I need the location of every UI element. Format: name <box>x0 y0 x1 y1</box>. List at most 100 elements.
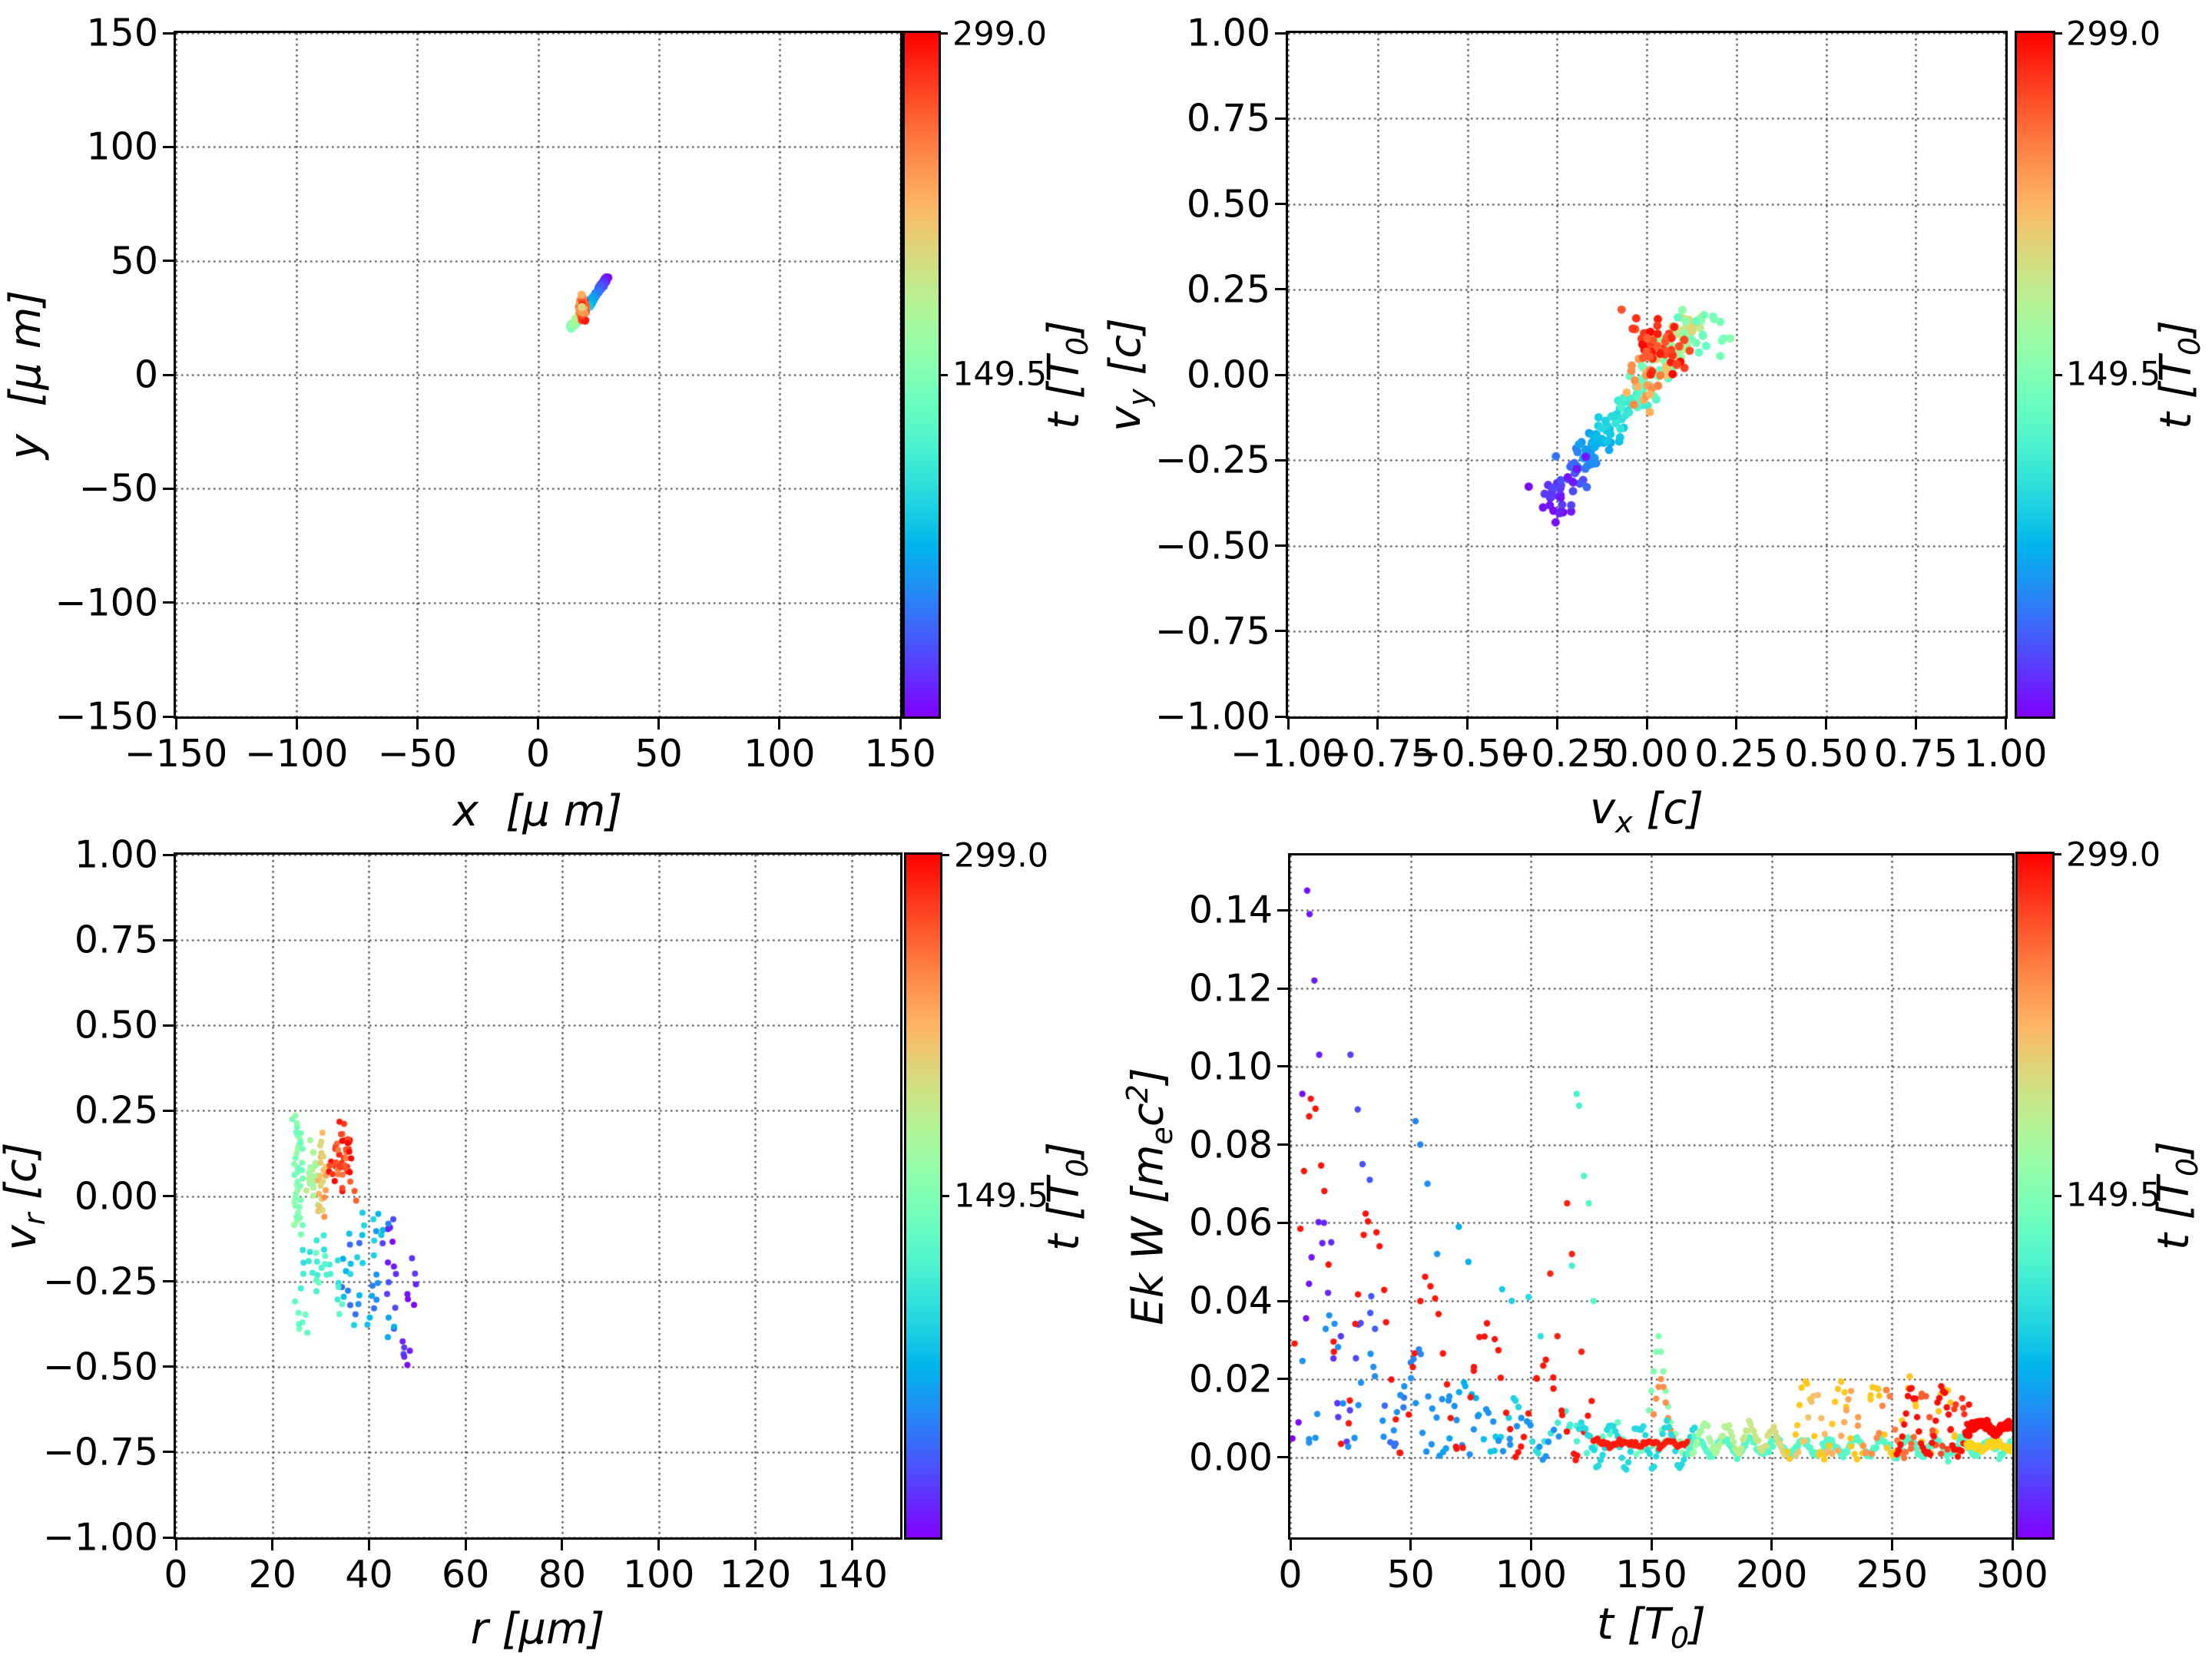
y-tick-mark <box>1275 117 1286 120</box>
x-tick-mark <box>174 1540 177 1550</box>
y-tick-label: −50 <box>78 466 158 511</box>
y-tick-mark <box>163 601 174 604</box>
y-tick-label: 0.02 <box>1188 1357 1273 1401</box>
axes-frame <box>174 852 902 1540</box>
x-tick-label: 1.00 <box>1963 732 2048 776</box>
colorbar-tick-label-max: 299.0 <box>952 15 1048 54</box>
y-tick-label: −0.75 <box>42 1430 158 1474</box>
y-tick-mark <box>1275 288 1286 291</box>
y-tick-mark <box>163 373 174 376</box>
x-tick-mark <box>1770 1540 1773 1550</box>
x-axis-label: t [T0] <box>1597 1599 1706 1656</box>
colorbar-tick-label-mid: 149.5 <box>954 1176 1049 1215</box>
x-tick-label: 40 <box>345 1553 393 1597</box>
x-tick-mark <box>367 1540 370 1550</box>
y-tick-label: 0.00 <box>74 1174 158 1218</box>
colorbar-tick-label-mid: 149.5 <box>2066 1176 2161 1215</box>
x-tick-mark <box>1645 719 1648 730</box>
x-tick-mark <box>1286 719 1290 730</box>
vxvy-scatter-canvas <box>1288 33 2005 716</box>
y-tick-label: −0.50 <box>42 1345 158 1389</box>
y-tick-label: 0.00 <box>1188 1435 1273 1480</box>
x-tick-label: −0.25 <box>1499 732 1615 776</box>
x-tick-mark <box>753 1540 757 1550</box>
x-tick-label: 50 <box>1386 1553 1435 1597</box>
colorbar-axis-label: t [T0] <box>2151 320 2207 429</box>
y-tick-mark <box>1275 544 1286 547</box>
x-tick-mark <box>295 719 298 730</box>
y-tick-label: 0.75 <box>1186 96 1270 141</box>
y-tick-label: 150 <box>86 11 158 55</box>
y-tick-label: 1.00 <box>1186 11 1270 55</box>
x-tick-mark <box>1914 719 1917 730</box>
x-tick-mark <box>1555 719 1558 730</box>
y-tick-mark <box>1277 1456 1288 1459</box>
x-tick-mark <box>1890 1540 1893 1550</box>
y-tick-label: 0.08 <box>1188 1123 1273 1167</box>
x-tick-label: −150 <box>124 732 228 776</box>
x-tick-mark <box>174 719 177 730</box>
x-tick-mark <box>1735 719 1738 730</box>
x-tick-mark <box>1825 719 1827 730</box>
y-tick-mark <box>163 1195 174 1197</box>
x-tick-label: 100 <box>622 1553 695 1597</box>
y-tick-label: −1.00 <box>42 1515 158 1560</box>
x-tick-label: 200 <box>1735 1553 1808 1597</box>
x-tick-label: 150 <box>1615 1553 1687 1597</box>
x-tick-mark <box>899 719 902 730</box>
y-tick-mark <box>163 938 174 941</box>
x-tick-label: −50 <box>377 732 458 776</box>
y-tick-mark <box>1277 908 1288 912</box>
y-tick-mark <box>163 1024 174 1027</box>
colorbar <box>2015 852 2055 1540</box>
y-tick-label: 0.04 <box>1188 1279 1273 1323</box>
y-tick-label: 0 <box>134 352 158 397</box>
x-tick-label: −1.00 <box>1230 732 1346 776</box>
x-tick-label: 0.25 <box>1694 732 1779 776</box>
x-tick-mark <box>1650 1540 1653 1550</box>
x-tick-label: −100 <box>244 732 349 776</box>
xy-scatter-canvas <box>176 33 900 716</box>
x-tick-label: −0.50 <box>1409 732 1525 776</box>
y-tick-mark <box>1277 1065 1288 1068</box>
colorbar-tick-max <box>2053 31 2062 35</box>
y-tick-mark <box>163 1280 174 1283</box>
x-tick-label: 50 <box>634 732 683 776</box>
y-tick-label: 0.50 <box>74 1003 158 1047</box>
y-tick-mark <box>1277 1143 1288 1147</box>
y-tick-label: 100 <box>86 124 158 169</box>
y-tick-mark <box>163 31 174 35</box>
x-tick-label: 60 <box>442 1553 490 1597</box>
y-tick-mark <box>163 1365 174 1368</box>
x-tick-mark <box>1289 1540 1292 1550</box>
rvr-scatter-canvas <box>176 855 900 1537</box>
y-tick-mark <box>163 260 174 263</box>
x-tick-mark <box>1466 719 1469 730</box>
x-tick-label: 20 <box>248 1553 296 1597</box>
x-axis-label: vx [c] <box>1590 783 1704 840</box>
x-tick-mark <box>778 719 781 730</box>
x-axis-label: r [μm] <box>470 1604 605 1654</box>
colorbar-tick-mid <box>939 373 948 376</box>
x-tick-label: 150 <box>864 732 936 776</box>
x-tick-label: 140 <box>816 1553 888 1597</box>
x-tick-mark <box>416 719 419 730</box>
y-tick-mark <box>163 715 174 718</box>
y-tick-mark <box>163 1451 174 1454</box>
y-tick-label: 0.10 <box>1188 1044 1273 1089</box>
x-tick-label: 0.75 <box>1873 732 1958 776</box>
y-tick-mark <box>1277 987 1288 990</box>
y-tick-label: 0.25 <box>1186 267 1270 312</box>
colorbar <box>902 31 941 719</box>
colorbar-tick-max <box>940 853 949 856</box>
y-tick-mark <box>163 487 174 490</box>
y-tick-label: −100 <box>55 581 158 625</box>
y-tick-label: 0.25 <box>74 1088 158 1133</box>
x-tick-label: 100 <box>743 732 816 776</box>
y-tick-mark <box>1275 630 1286 633</box>
x-axis-label: x [μ m] <box>452 786 623 836</box>
y-tick-mark <box>1277 1221 1288 1224</box>
y-tick-label: −150 <box>55 694 158 739</box>
colorbar-axis-label: t [T0] <box>1038 320 1095 429</box>
